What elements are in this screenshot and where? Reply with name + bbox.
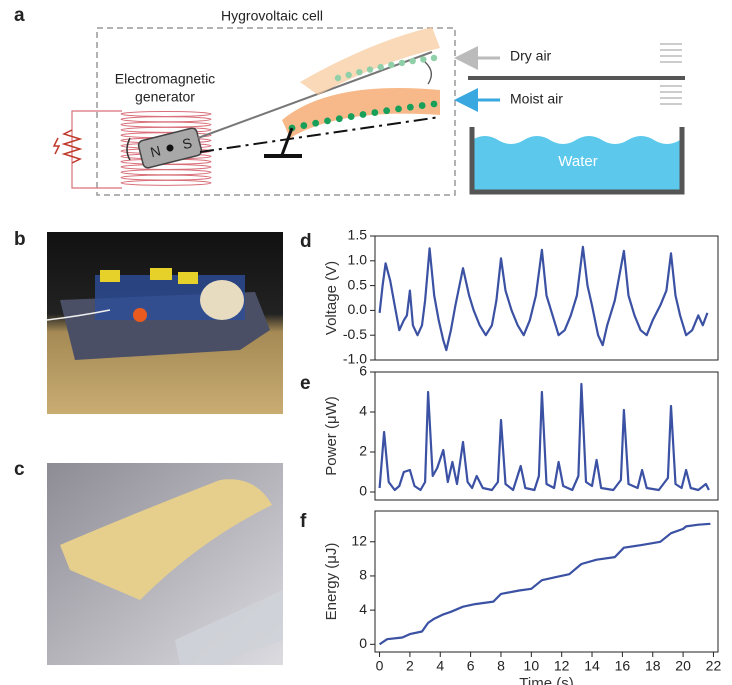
y-tick-label: 1.5 bbox=[348, 227, 368, 243]
x-tick-label: 14 bbox=[584, 658, 600, 674]
bead bbox=[312, 120, 319, 127]
y-tick-label: 1.0 bbox=[348, 252, 368, 268]
x-tick-label: 18 bbox=[645, 658, 661, 674]
moist-air-label: Moist air bbox=[510, 91, 563, 107]
data-line bbox=[380, 247, 708, 350]
spark bbox=[54, 138, 59, 154]
coil-turn bbox=[121, 170, 211, 175]
bead bbox=[383, 107, 390, 114]
water-label: Water bbox=[558, 153, 597, 170]
panel-label: c bbox=[14, 459, 25, 480]
bead bbox=[371, 109, 378, 116]
data-line bbox=[380, 524, 711, 645]
bead bbox=[388, 62, 394, 68]
plot-frame bbox=[375, 511, 718, 652]
y-tick-label: 6 bbox=[359, 363, 367, 379]
coil-turn bbox=[121, 122, 211, 127]
x-axis-label: Time (s) bbox=[519, 675, 573, 685]
x-tick-label: 2 bbox=[406, 658, 414, 674]
bead bbox=[300, 122, 307, 129]
coil-turn bbox=[121, 112, 211, 117]
bead bbox=[356, 69, 362, 75]
x-tick-label: 6 bbox=[467, 658, 475, 674]
y-tick-label: 0.5 bbox=[348, 276, 368, 292]
bead bbox=[377, 64, 383, 70]
y-tick-label: 0.0 bbox=[348, 301, 368, 317]
y-tick-label: -0.5 bbox=[343, 326, 367, 342]
stand bbox=[282, 128, 292, 155]
photo-b bbox=[47, 232, 283, 414]
y-tick-label: 12 bbox=[351, 532, 367, 548]
panel-label: f bbox=[300, 511, 307, 532]
panel-label: e bbox=[300, 373, 311, 394]
coil-turn bbox=[121, 175, 211, 180]
y-tick-label: 0 bbox=[359, 635, 367, 651]
y-axis-label: Voltage (V) bbox=[323, 261, 340, 335]
bead bbox=[431, 101, 438, 108]
bead bbox=[367, 66, 373, 72]
x-tick-label: 20 bbox=[675, 658, 691, 674]
bead bbox=[407, 104, 414, 111]
coil-turn bbox=[121, 165, 211, 170]
bead bbox=[360, 111, 367, 118]
bead bbox=[345, 72, 351, 78]
y-tick-label: 4 bbox=[359, 403, 367, 419]
bead bbox=[335, 75, 341, 81]
film-up bbox=[300, 27, 440, 95]
bead bbox=[419, 102, 426, 109]
x-tick-label: 16 bbox=[615, 658, 631, 674]
bead bbox=[431, 55, 437, 61]
bead bbox=[324, 117, 331, 124]
y-axis-label: Power (μW) bbox=[323, 396, 340, 475]
coil-turn bbox=[121, 180, 211, 185]
figure: a b c d e f Hygrovoltaic cell Electromag… bbox=[0, 0, 732, 685]
bead bbox=[336, 115, 343, 122]
generator-label: Electromagnetic bbox=[115, 71, 215, 87]
x-tick-label: 12 bbox=[554, 658, 570, 674]
bead bbox=[409, 58, 415, 64]
bead bbox=[399, 60, 405, 66]
rotation-arrow bbox=[127, 138, 130, 160]
bend-arrow bbox=[425, 62, 431, 84]
coil-turn bbox=[121, 117, 211, 122]
x-tick-label: 8 bbox=[497, 658, 505, 674]
x-tick-label: 0 bbox=[376, 658, 384, 674]
y-tick-label: 8 bbox=[359, 567, 367, 583]
air-flow bbox=[660, 44, 682, 104]
y-tick-label: 4 bbox=[359, 601, 367, 617]
panel-label: b bbox=[14, 229, 26, 250]
bead bbox=[395, 105, 402, 112]
panel-label: d bbox=[300, 231, 312, 252]
bead bbox=[348, 113, 355, 120]
photo-c bbox=[47, 463, 283, 665]
x-tick-label: 4 bbox=[436, 658, 444, 674]
y-tick-label: 2 bbox=[359, 443, 367, 459]
diagram: Hygrovoltaic cell Electromagnetic genera… bbox=[54, 8, 685, 195]
x-tick-label: 10 bbox=[524, 658, 540, 674]
data-line bbox=[380, 384, 709, 490]
panel-label: a bbox=[14, 5, 25, 26]
cell-title: Hygrovoltaic cell bbox=[221, 8, 323, 24]
dry-air-label: Dry air bbox=[510, 48, 552, 64]
y-axis-label: Energy (μJ) bbox=[323, 543, 340, 621]
y-tick-label: 0 bbox=[359, 483, 367, 499]
generator-label: generator bbox=[135, 89, 195, 105]
x-tick-label: 22 bbox=[706, 658, 722, 674]
page: {"panel_labels": ["a", "b", "c", "d", "e… bbox=[0, 0, 732, 685]
